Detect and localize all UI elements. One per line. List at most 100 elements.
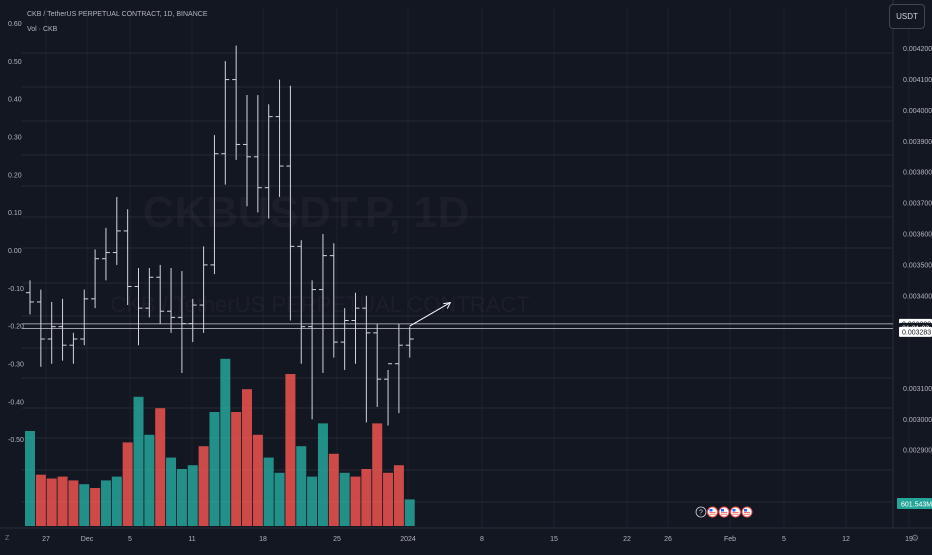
volume-bar [100,480,111,526]
left-axis-tick: 0.30 [8,135,22,142]
ohlc-bar [210,135,219,275]
volume-bar [25,431,35,526]
volume-bar [339,472,350,526]
us-flag-icon [718,506,730,518]
volume-bar [393,465,404,526]
left-axis-tick: 0.60 [8,21,22,28]
ohlc-bar [156,264,165,324]
right-axis-tick: 0.002900 [903,448,932,455]
volume-bar [68,480,79,526]
volume-bar [285,374,296,526]
ohlc-bar [26,280,34,315]
right-price-axis[interactable]: 0.004200 0.004100 0.004000 0.003900 0.003800… [897,46,932,509]
currency-button[interactable]: USDT [889,4,925,29]
volume-bar [263,457,274,526]
ohlc-bar [123,209,132,306]
volume-bar [155,408,166,526]
gear-icon: ⚙ [911,533,919,543]
right-axis-tick: 0.003100 [903,386,932,393]
ohlc-bar [373,323,382,407]
ohlc-bar [69,332,78,364]
us-flag-icon [741,506,753,518]
ohlc-bar [405,326,414,358]
arrow-shaft [409,302,451,327]
ohlc-bar [351,292,360,364]
us-flag-icon [718,506,730,518]
ohlc-bar [253,95,262,213]
us-flag-icon [732,509,736,512]
right-axis-tick: 0.004100 [903,77,932,84]
ohlc-bar [199,246,208,333]
left-axis-tick: -0.30 [8,362,24,369]
time-axis-tick: 19 [905,536,913,543]
left-axis-tick: -0.40 [8,399,24,406]
horizontal-price-lines [22,323,893,329]
ohlc-bar [264,104,273,219]
volume-bar [296,446,307,526]
ohlc-bar [297,240,306,364]
time-axis-tick: Dec [81,536,94,543]
right-axis-tick: 0.003800 [903,170,932,177]
time-axis-tick: 22 [623,536,631,543]
event-question-icon [695,506,707,518]
event-markers[interactable]: ? [695,506,753,518]
us-flag-icon [744,509,747,512]
ohlc-bar [188,298,197,343]
ohlc-bar [167,267,176,333]
left-axis-tick: 0.40 [8,97,22,104]
volume-bar [383,472,394,526]
time-axis-tick: 2024 [400,536,416,543]
left-axis-tick: 0.10 [8,210,22,217]
price-label: 0.003283 [902,329,931,336]
right-axis-tick: 0.003900 [903,139,932,146]
volume-bar [372,423,383,526]
volume-bar [46,478,57,526]
volume-bar [231,412,242,526]
volume-bar [328,453,339,526]
volume-bar [90,488,101,526]
volume-bar [122,442,133,526]
right-axis-tick: 0.003700 [903,201,932,208]
right-axis-tick: 0.004200 [903,46,932,53]
volume-bars [25,358,415,526]
volume-bar [133,396,144,526]
time-axis-tick: 8 [480,536,484,543]
symbol-info[interactable]: CKB / TetherUS PERPETUAL CONTRACT, 1D, B… [27,11,208,18]
us-flag-icon [709,509,713,512]
volume-bar [176,469,187,526]
us-flag-icon [730,506,741,518]
volume-bar [209,412,220,526]
arrow-head [443,301,452,309]
time-axis[interactable]: 27 Dec 5 11 18 25 2024 8 15 22 26 Feb 5 12 19 Z ⚙ [5,533,919,543]
right-axis-tick: 0.003500 [903,262,932,269]
time-axis-tick: 11 [188,536,195,543]
ohlc-bar [145,267,154,318]
ohlc-bar [384,363,393,426]
ohlc-bar [308,280,317,420]
ohlc-bar [101,227,110,281]
volume-bar [252,434,263,526]
ohlc-bar [47,301,56,364]
right-axis-tick: 0.003400 [903,293,932,300]
left-axis: 0.60 0.50 0.40 0.30 0.20 0.10 0.00 -0.10 -0.20 -0… [8,21,24,444]
ohlc-bar [340,308,349,370]
ohlc-bar [286,85,295,321]
ohlc-bar [329,243,338,358]
volume-bar [198,446,209,526]
volume-bar [57,476,68,526]
projection-arrow[interactable] [409,301,452,327]
us-flag-icon [707,506,718,518]
timezone-icon: Z [5,535,10,542]
left-axis-tick: 0.00 [8,248,22,255]
volume-bar [361,469,372,526]
ohlc-bar [91,249,100,309]
volume-label-box [897,498,932,509]
left-axis-tick: 0.20 [8,172,22,179]
volume-bar [404,499,415,526]
ohlc-bar [80,289,89,346]
volume-bar [166,457,177,526]
us-flag-icon [730,506,741,518]
volume-indicator-label[interactable]: Vol · CKB [27,26,58,33]
